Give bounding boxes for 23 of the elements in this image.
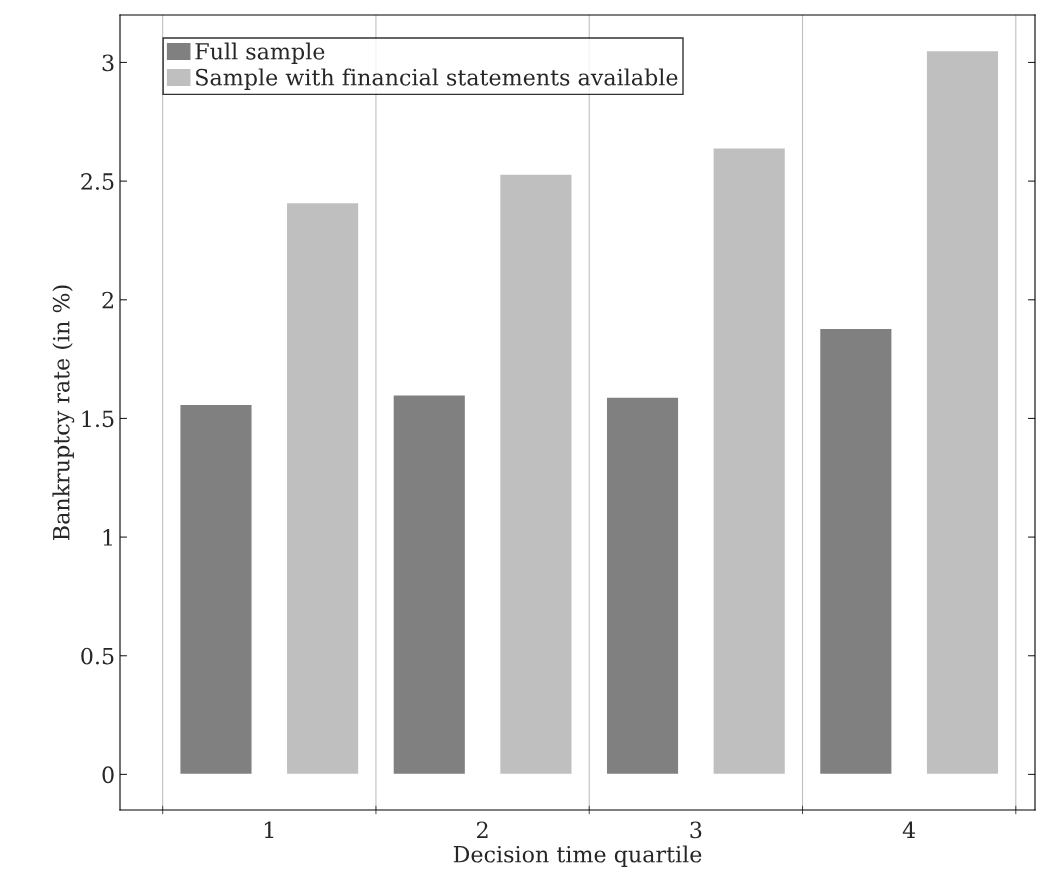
x-tick-label: 4 <box>902 821 916 838</box>
bar <box>285 201 360 776</box>
bar <box>179 403 253 776</box>
legend-label: Sample with financial statements available <box>196 68 678 90</box>
x-tick-label: 2 <box>477 821 488 838</box>
y-tick-label: 2.5 <box>81 173 114 190</box>
y-axis-title: Bankruptcy rate (in %) <box>52 285 75 541</box>
y-tick-label: 1 <box>103 529 112 546</box>
bar <box>392 394 467 776</box>
y-tick-label: 2 <box>102 291 113 309</box>
bar <box>818 327 893 776</box>
bar <box>925 49 1000 776</box>
y-tick-label: 1.5 <box>82 410 114 428</box>
x-tick-label: 1 <box>264 821 274 838</box>
y-tick-label: 0.5 <box>81 647 114 665</box>
x-axis-title: Decision time quartile <box>453 845 702 867</box>
legend-label: Full sample <box>195 42 325 64</box>
y-tick-label: 3 <box>102 54 114 72</box>
bar <box>498 173 573 776</box>
x-tick-label: 3 <box>690 821 702 839</box>
bar <box>712 147 787 776</box>
y-tick-label: 0 <box>102 766 114 784</box>
bar <box>605 396 680 776</box>
